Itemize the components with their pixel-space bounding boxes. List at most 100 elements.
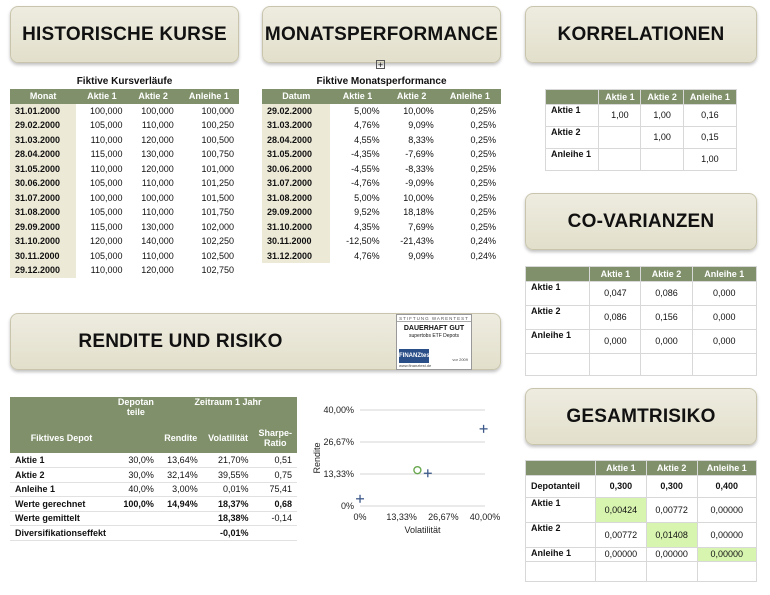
table-row: 30.06.2000 105,000 110,000 101,250: [10, 176, 239, 191]
cell-value: 0,00000: [645, 546, 698, 562]
cell-value: 0,01408: [645, 521, 698, 548]
cell-value: 0,25%: [470, 221, 496, 232]
banner-title: HISTORISCHE KURSE: [22, 23, 227, 45]
cell-value: 14,94%: [158, 496, 203, 512]
cell-value: 0,24%: [470, 236, 496, 247]
banner-korrelationen: KORRELATIONEN: [525, 6, 757, 63]
cell-value: 0,01%: [202, 482, 254, 497]
cell-value: 101,500: [201, 192, 234, 203]
cell-value: 1,00: [640, 125, 684, 149]
cell-value: 9,09%: [408, 250, 434, 261]
row-date: 31.08.2000: [262, 190, 331, 205]
rendite-volatilitaet-chart: 0% 13,33% 26,67% 40,00% 0% 13,33% 26,67% 40,00%…: [312, 405, 500, 535]
empty-row: [524, 352, 758, 376]
kurse-caption: Fiktive Kursverläufe: [76, 76, 173, 87]
badge-year: vor 2009: [452, 357, 468, 362]
row-date: 31.07.2000: [10, 190, 77, 205]
cell-value: 1,00: [640, 103, 684, 127]
cell-value: 4,76%: [354, 250, 380, 261]
column-header: Aktie 2: [645, 460, 698, 476]
cell-value: 100,000: [141, 105, 174, 116]
row-label: Aktie 1: [524, 280, 591, 306]
cell-value: 100,500: [201, 134, 234, 145]
table-row: Anleihe 1 40,0% 3,00% 0,01% 75,41: [10, 482, 297, 497]
cell-value: -0,14: [253, 511, 297, 526]
banner-gesamtrisiko: GESAMTRISIKO: [525, 388, 757, 445]
banner-title: GESAMTRISIKO: [566, 405, 716, 427]
cell-value: 75,41: [253, 482, 297, 497]
cell-value: 105,000: [89, 178, 123, 189]
y-axis-label: Rendite: [312, 442, 322, 473]
table-row: Aktie 1 0,00424 0,00772 0,00000: [525, 496, 757, 523]
cell-value: 9,09%: [408, 120, 434, 131]
cell-value: -4,35%: [351, 149, 380, 160]
header-zeitraum: Zeitraum 1 Jahr: [158, 397, 297, 423]
cell-value: 0,086: [640, 280, 693, 306]
cell-value: 0,00772: [594, 521, 647, 548]
y-tick-label: 40,00%: [323, 405, 354, 415]
row-label: Aktie 2: [525, 521, 596, 548]
row-label: Diversifikationseffekt: [10, 525, 113, 541]
table-header-row: Datum Aktie 1 Aktie 2 Anleihe 1: [262, 89, 501, 104]
row-date: 31.01.2000: [10, 103, 77, 118]
depot-header-row-2: Fiktives Depot Rendite Volatilität Sharp…: [10, 423, 297, 453]
table-row: Aktie 1 1,00 1,00 0,16: [544, 103, 738, 127]
data-point: [413, 465, 422, 475]
cell-value: 102,750: [201, 265, 234, 276]
cell-value: 110,000: [141, 120, 174, 131]
header-volatilitaet: Volatilität: [202, 423, 254, 453]
x-tick-label: 13,33%: [386, 512, 417, 522]
column-header: Anleihe 1: [682, 89, 738, 105]
table-row: 31.03.2000 4,76% 9,09% 0,25%: [262, 118, 501, 133]
empty-cell: [594, 560, 647, 582]
table-row: 29.02.2000 5,00% 10,00% 0,25%: [262, 103, 501, 118]
row-date: 31.05.2000: [262, 147, 331, 162]
cell-value: 39,55%: [202, 467, 254, 483]
cell-value: [112, 525, 159, 541]
column-header: Aktie 2: [127, 89, 179, 104]
cell-value: 105,000: [89, 120, 123, 131]
cell-value: 100,750: [201, 149, 234, 160]
cell-value: 21,70%: [202, 453, 254, 468]
column-header: Anleihe 1: [696, 460, 757, 476]
cell-value: 18,38%: [202, 511, 254, 526]
table-row: Aktie 1 0,047 0,086 0,000: [524, 280, 758, 306]
cell-value: 0,00000: [696, 521, 757, 548]
table-row: 30.11.2000 -12,50% -21,43% 0,24%: [262, 234, 501, 249]
header-rendite: Rendite: [158, 423, 203, 453]
table-row: 31.12.2000 4,76% 9,09% 0,24%: [262, 248, 501, 263]
column-header: [544, 89, 600, 105]
cell-value: 0,000: [691, 280, 758, 306]
table-row: Aktie 2 0,086 0,156 0,000: [524, 304, 758, 330]
column-header: Anleihe 1: [178, 89, 239, 104]
x-tick-label: 26,67%: [428, 512, 459, 522]
cell-value: 100,000: [201, 105, 234, 116]
table-row: 29.09.2000 9,52% 18,18% 0,25%: [262, 205, 501, 220]
korrelation-table: Aktie 1 Aktie 2 Anleihe 1 Aktie 1 1,00 1,00 0…: [544, 89, 738, 171]
row-date: 30.11.2000: [262, 234, 331, 249]
cell-value: 0,047: [589, 280, 642, 306]
cell-value: 0,25%: [470, 178, 496, 189]
row-date: 31.10.2000: [10, 234, 77, 249]
cell-value: 100,250: [201, 120, 234, 131]
banner-co-varianzen: CO-VARIANZEN: [525, 193, 757, 250]
cell-value: 110,000: [90, 134, 123, 145]
table-row: Aktie 1 30,0% 13,64% 21,70% 0,51: [10, 453, 297, 468]
add-icon[interactable]: +: [376, 60, 385, 70]
cell-value: [640, 147, 684, 171]
cell-value: -7,69%: [405, 149, 434, 160]
row-label: Werte gerechnet: [10, 496, 113, 512]
column-header: Aktie 2: [640, 89, 684, 105]
cell-value: 102,500: [201, 250, 234, 261]
table-row: 31.08.2000 5,00% 10,00% 0,25%: [262, 190, 501, 205]
table-header-row: Monat Aktie 1 Aktie 2 Anleihe 1: [10, 89, 239, 104]
table-row: 31.07.2000 100,000 100,000 101,500: [10, 190, 239, 205]
cell-value: 0,00000: [696, 496, 757, 523]
row-date: 28.04.2000: [262, 132, 331, 147]
cell-value: 0,25%: [470, 149, 496, 160]
empty-cell: [696, 560, 757, 582]
table-row: 31.08.2000 105,000 110,000 101,750: [10, 205, 239, 220]
table-row: 28.04.2000 115,000 130,000 100,750: [10, 147, 239, 162]
row-date: 31.08.2000: [10, 205, 77, 220]
depotanteil-row: Depotanteil 0,300 0,300 0,400: [525, 474, 757, 498]
